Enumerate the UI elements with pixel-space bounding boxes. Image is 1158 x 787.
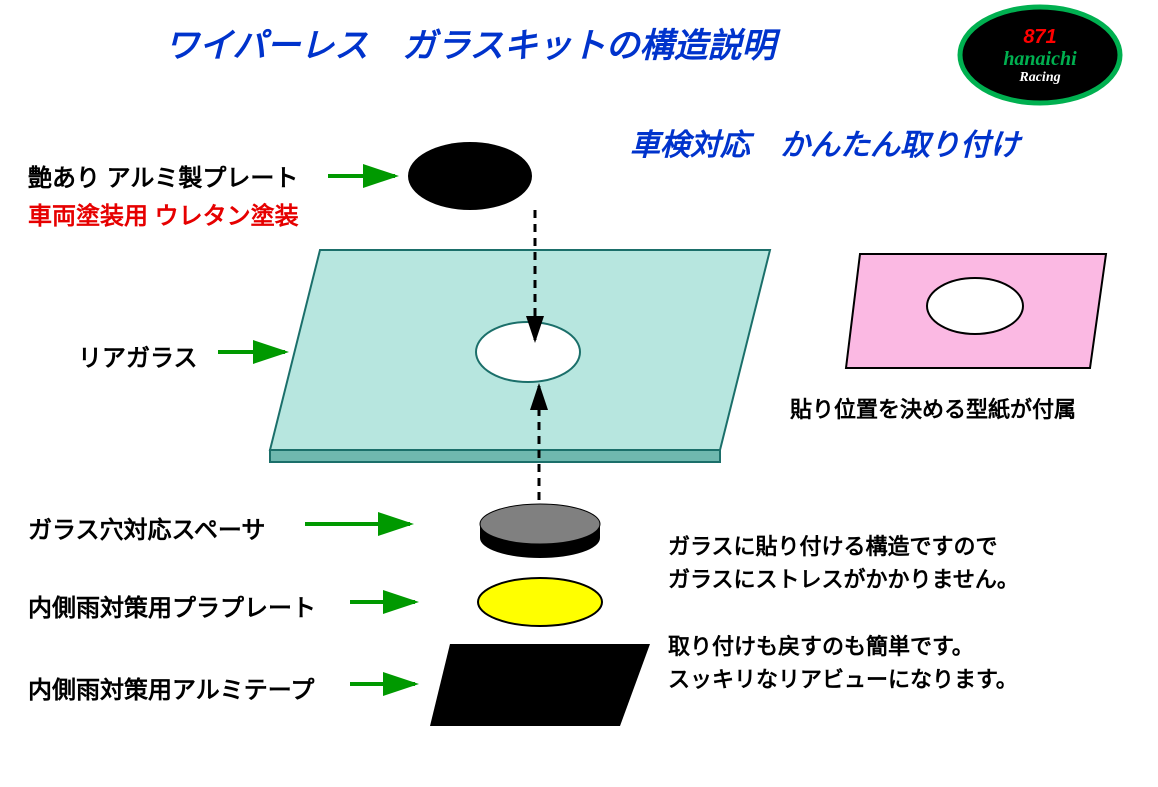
- brand-logo: 871 hanaichi Racing: [960, 7, 1120, 103]
- label-rear-glass: リアガラス: [78, 338, 198, 373]
- aluminum-tape-shape: [430, 644, 650, 726]
- subtitle: 車検対応 かんたん取り付け: [630, 120, 1020, 164]
- aluminum-plate-shape: [408, 142, 532, 210]
- label-aluminum-tape: 内側雨対策用アルミテープ: [28, 670, 314, 705]
- label-aluminum-plate: 艶あり アルミ製プレート: [28, 158, 298, 193]
- svg-text:871: 871: [1023, 26, 1056, 48]
- main-title: ワイパーレス ガラスキットの構造説明: [165, 18, 776, 67]
- svg-text:hanaichi: hanaichi: [1003, 48, 1077, 70]
- description-paragraph-1: ガラスに貼り付ける構造ですので ガラスにストレスがかかりません。: [668, 530, 1019, 596]
- label-spacer: ガラス穴対応スペーサ: [28, 510, 265, 545]
- label-template-note: 貼り位置を決める型紙が付属: [790, 392, 1076, 424]
- label-urethane-paint: 車両塗装用 ウレタン塗装: [28, 196, 299, 231]
- description-paragraph-2: 取り付けも戻すのも簡単です。 スッキリなリアビューになります。: [668, 630, 1018, 696]
- spacer-shape: [480, 504, 600, 558]
- plastic-plate-shape: [478, 578, 602, 626]
- label-plastic-plate: 内側雨対策用プラプレート: [28, 588, 316, 623]
- template-paper-shape: [846, 254, 1106, 368]
- rear-glass-shape: [270, 250, 770, 462]
- svg-text:Racing: Racing: [1018, 70, 1060, 85]
